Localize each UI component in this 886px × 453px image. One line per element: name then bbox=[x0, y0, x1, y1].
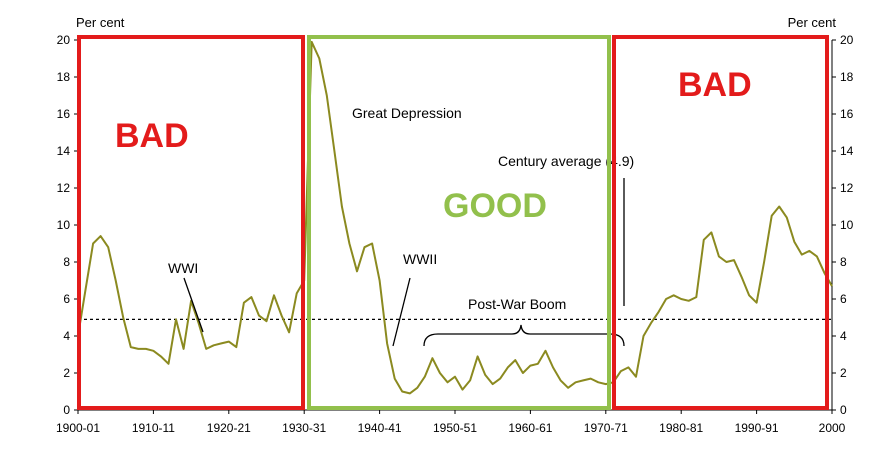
region-box-bad-0 bbox=[77, 35, 305, 410]
x-tick-label: 1970-71 bbox=[584, 421, 628, 435]
y-tick-label-left: 12 bbox=[57, 181, 71, 195]
x-tick-label: 1980-81 bbox=[659, 421, 703, 435]
x-tick-label: 2000 bbox=[819, 421, 846, 435]
y-tick-label-left: 6 bbox=[63, 292, 70, 306]
y-tick-label-right: 12 bbox=[840, 181, 854, 195]
annotation-layer: Great Depression Century average (4.9) W… bbox=[168, 105, 634, 347]
unit-label-right: Per cent bbox=[788, 15, 837, 30]
annotation-great-depression: Great Depression bbox=[352, 105, 462, 121]
series-line-unemployment bbox=[77, 40, 833, 395]
y-tick-label-right: 8 bbox=[840, 255, 847, 269]
x-tick-label: 1960-61 bbox=[508, 421, 552, 435]
region-label-bad-right: BAD bbox=[678, 66, 752, 104]
y-tick-label-right: 20 bbox=[840, 33, 854, 47]
x-tick-label: 1940-41 bbox=[358, 421, 402, 435]
x-tick-label: 1920-21 bbox=[207, 421, 251, 435]
series-layer bbox=[77, 40, 833, 395]
y-tick-label-right: 18 bbox=[840, 70, 854, 84]
y-tick-label-right: 2 bbox=[840, 366, 847, 380]
y-tick-label-right: 16 bbox=[840, 107, 854, 121]
y-tick-label-left: 16 bbox=[57, 107, 71, 121]
annotation-wwii: WWII bbox=[403, 251, 437, 267]
y-tick-label-left: 18 bbox=[57, 70, 71, 84]
region-box-good-1 bbox=[307, 35, 611, 410]
x-tick-label: 1910-11 bbox=[132, 421, 175, 435]
x-tick-label: 1900-01 bbox=[56, 421, 100, 435]
annotation-post-war-boom: Post-War Boom bbox=[468, 296, 566, 312]
y-tick-label-left: 2 bbox=[63, 366, 70, 380]
y-tick-label-left: 10 bbox=[57, 218, 71, 232]
y-tick-label-right: 0 bbox=[840, 403, 847, 417]
y-tick-label-left: 14 bbox=[57, 144, 71, 158]
region-label-good: GOOD bbox=[443, 187, 547, 225]
y-tick-label-right: 6 bbox=[840, 292, 847, 306]
wwi-pointer bbox=[183, 277, 204, 333]
annotation-century-average: Century average (4.9) bbox=[498, 153, 634, 169]
y-tick-label-left: 8 bbox=[63, 255, 70, 269]
unit-label-left: Per cent bbox=[76, 15, 125, 30]
post-war-boom-brace bbox=[423, 324, 625, 347]
region-box-bad-2 bbox=[612, 35, 829, 410]
x-tick-label: 1950-51 bbox=[433, 421, 477, 435]
x-tick-label: 1990-91 bbox=[735, 421, 779, 435]
axes-layer: 0 0 2 2 4 4 6 6 8 8 10 10 12 12 14 14 16 16 18 18 20 20 1900-0… bbox=[56, 33, 854, 435]
y-tick-label-left: 4 bbox=[63, 329, 70, 343]
region-layer: BAD GOOD BAD bbox=[77, 35, 829, 410]
y-tick-label-left: 20 bbox=[57, 33, 71, 47]
x-tick-label: 1930-31 bbox=[282, 421, 326, 435]
y-tick-label-right: 10 bbox=[840, 218, 854, 232]
annotation-wwi: WWI bbox=[168, 260, 198, 276]
wwii-pointer bbox=[392, 277, 411, 347]
y-tick-label-right: 4 bbox=[840, 329, 847, 343]
y-tick-label-left: 0 bbox=[63, 403, 70, 417]
y-tick-label-right: 14 bbox=[840, 144, 854, 158]
region-label-bad-left: BAD bbox=[115, 117, 189, 155]
